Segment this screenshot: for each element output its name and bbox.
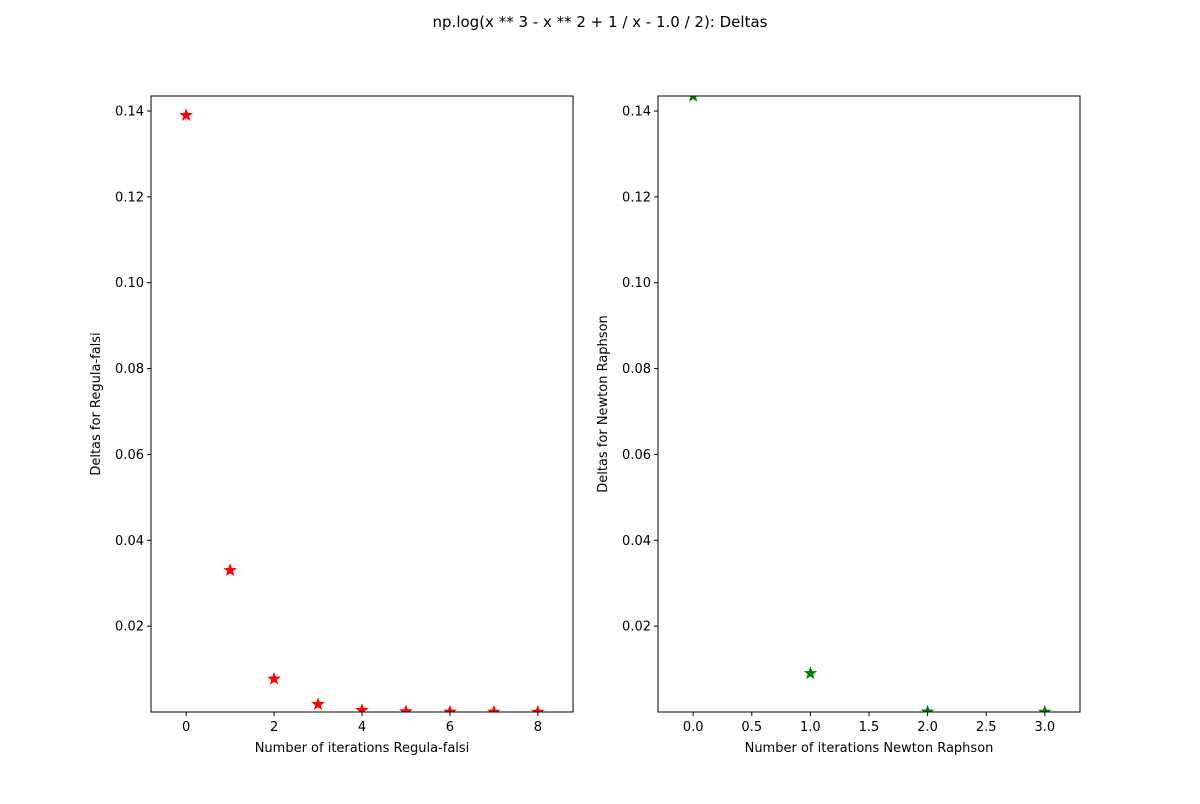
y-tick-label: 0.02 — [622, 620, 651, 635]
x-tick-label: 1.5 — [859, 720, 880, 735]
y-axis-label: Deltas for Regula-falsi — [89, 332, 104, 475]
data-point — [355, 703, 369, 712]
y-tick-label: 0.08 — [622, 362, 651, 377]
x-tick-label: 0 — [182, 720, 190, 735]
x-tick-label: 8 — [534, 720, 542, 735]
data-point — [223, 563, 237, 577]
data-point — [531, 704, 545, 712]
data-point — [267, 671, 281, 685]
data-point — [443, 704, 457, 712]
data-point — [399, 704, 413, 712]
data-point — [803, 666, 818, 680]
y-tick-label: 0.06 — [115, 448, 144, 463]
data-points-newton-raphson — [689, 96, 1052, 712]
axes-frame — [657, 95, 1081, 713]
x-tick-label: 0.5 — [741, 720, 762, 735]
y-tick-label: 0.08 — [115, 362, 144, 377]
panel-regula-falsi: 0 2 4 6 8 0.02 0.04 0.06 0.08 0.10 0.12 0.14 Number … — [89, 95, 574, 756]
x-tick-label: 3.0 — [1034, 720, 1055, 735]
data-points-regula-falsi — [179, 108, 545, 712]
x-tick-label: 2 — [270, 720, 278, 735]
y-tick-label: 0.14 — [622, 105, 651, 120]
data-point — [179, 108, 193, 122]
y-axis-label: Deltas for Newton Raphson — [596, 315, 611, 493]
x-tick-label: 2.0 — [917, 720, 938, 735]
panel-newton-raphson: 0.0 0.5 1.0 1.5 2.0 2.5 3.0 0.02 0.04 0.06 0.08 0.1… — [596, 95, 1081, 756]
figure-title: np.log(x ** 3 - x ** 2 + 1 / x - 1.0 / 2… — [432, 13, 768, 31]
y-tick-label: 0.02 — [115, 620, 144, 635]
x-axis-label: Number of iterations Newton Raphson — [745, 741, 994, 756]
x-tick-label: 2.5 — [976, 720, 997, 735]
y-tick-label: 0.12 — [622, 190, 651, 205]
axes-frame — [150, 95, 574, 713]
data-point — [311, 697, 325, 710]
y-tick-label: 0.04 — [115, 534, 144, 549]
x-tick-label: 1.0 — [800, 720, 821, 735]
y-tick-label: 0.06 — [622, 448, 651, 463]
data-point — [920, 704, 935, 712]
x-axis-label: Number of iterations Regula-falsi — [255, 741, 470, 756]
x-tick-label: 4 — [358, 720, 366, 735]
data-point — [689, 96, 698, 102]
data-point — [1038, 704, 1052, 712]
x-tick-label: 6 — [446, 720, 454, 735]
x-tick-label: 0.0 — [683, 720, 704, 735]
y-tick-label: 0.10 — [115, 276, 144, 291]
y-tick-label: 0.12 — [115, 190, 144, 205]
data-point — [487, 704, 501, 712]
y-tick-label: 0.14 — [115, 105, 144, 120]
y-tick-label: 0.10 — [622, 276, 651, 291]
y-tick-label: 0.04 — [622, 534, 651, 549]
